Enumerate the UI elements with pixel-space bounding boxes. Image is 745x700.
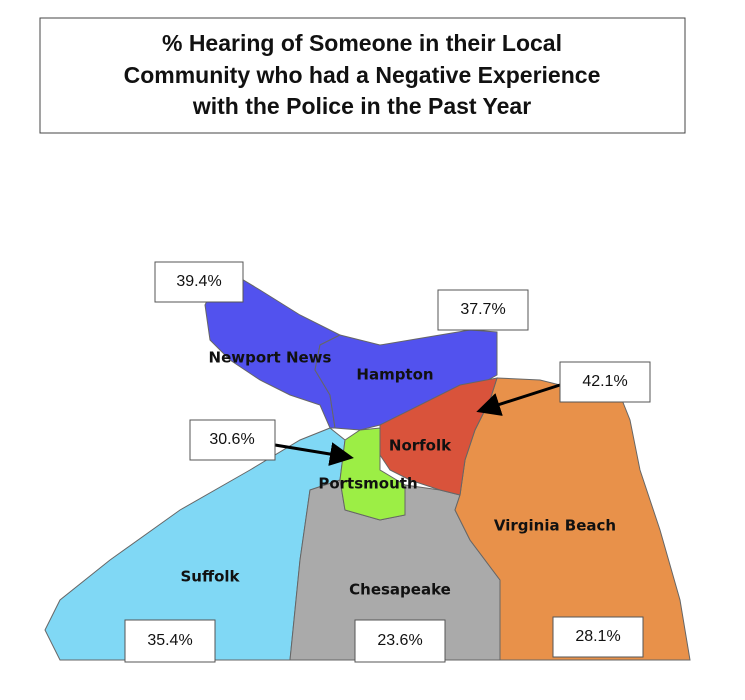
title-line: with the Police in the Past Year [192, 93, 531, 119]
region [339, 427, 406, 521]
value-box [559, 361, 651, 403]
value-box [354, 619, 446, 663]
value-label: 42.1% [582, 373, 627, 390]
value-box [437, 289, 529, 331]
region-name: Suffolk [180, 568, 240, 586]
region-name: Virginia Beach [494, 517, 616, 535]
arrow [476, 383, 561, 416]
title-box [39, 17, 686, 134]
region-name: Norfolk [389, 437, 452, 455]
value-label: 30.6% [209, 431, 254, 448]
value-box [124, 619, 216, 663]
value-label: 23.6% [377, 632, 422, 649]
value-box [189, 419, 276, 461]
value-label: 39.4% [176, 273, 221, 290]
region-name: Chesapeake [349, 581, 451, 599]
title-line: % Hearing of Someone in their Local [162, 30, 562, 56]
title-line: Community who had a Negative Experience [124, 62, 601, 88]
value-label: 35.4% [147, 632, 192, 649]
arrow [274, 442, 354, 466]
region-name: Hampton [356, 366, 433, 384]
value-box [154, 261, 244, 303]
value-label: 28.1% [575, 628, 620, 645]
region-name: Newport News [209, 349, 332, 367]
value-box [552, 616, 644, 658]
region-name: Portsmouth [318, 475, 417, 493]
region [379, 377, 498, 496]
value-label: 37.7% [460, 301, 505, 318]
